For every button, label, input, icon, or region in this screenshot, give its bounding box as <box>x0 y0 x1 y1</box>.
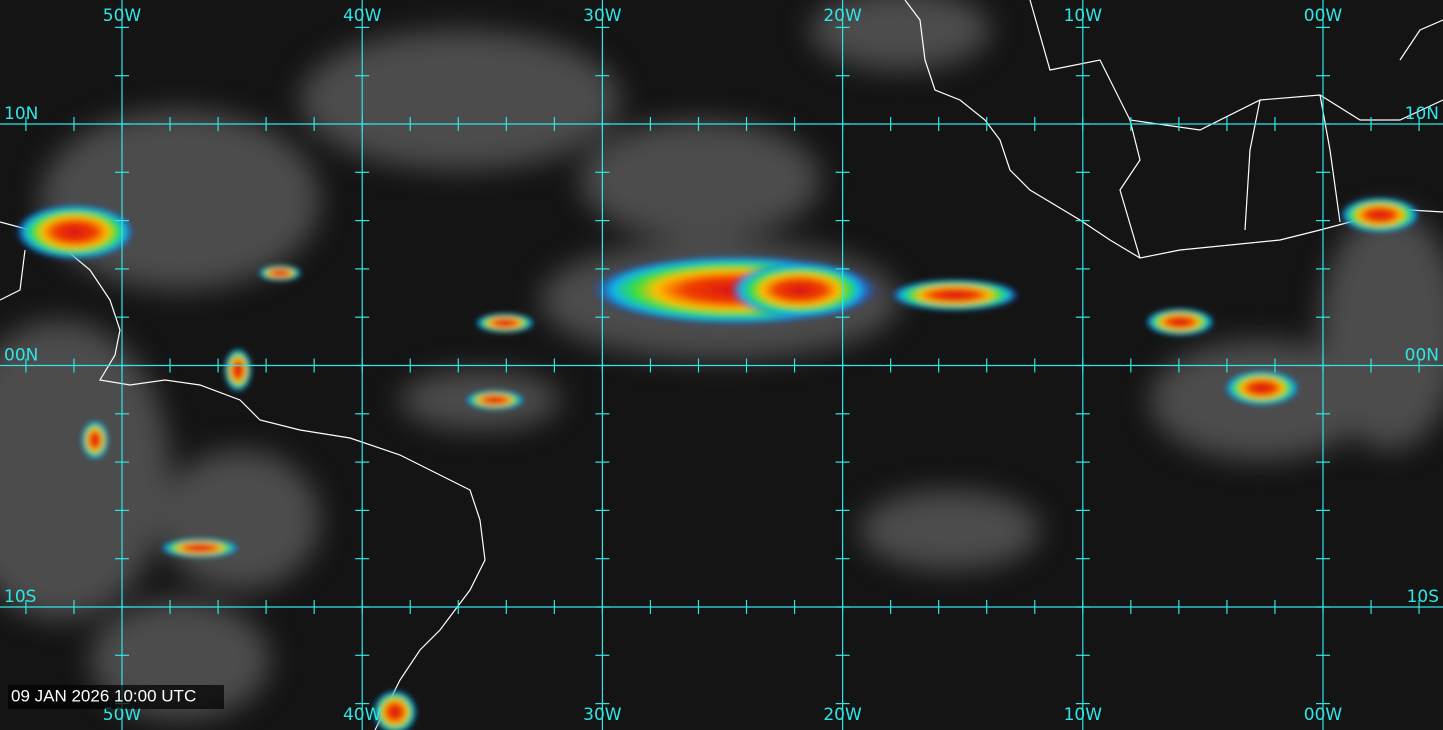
timestamp-box <box>8 685 224 709</box>
lon-label-bottom: 20W <box>823 705 862 725</box>
lat-label-right: 00N <box>1405 346 1439 366</box>
lon-label-bottom: 10W <box>1064 705 1103 725</box>
lon-label-bottom: 50W <box>103 705 142 725</box>
lat-label-left: 00N <box>4 346 38 366</box>
convective-clouds <box>15 197 1420 730</box>
lon-label-bottom: 40W <box>343 705 382 725</box>
grid-labels: 50W 50W 40W 40W 30W 30W 20W 20W 10W 10W 00W 00W 10N 1… <box>4 6 1439 725</box>
lon-label-top: 00W <box>1304 6 1343 26</box>
lon-label-top: 30W <box>583 6 622 26</box>
lat-label-left: 10S <box>4 587 36 607</box>
lon-label-top: 20W <box>823 6 862 26</box>
lon-label-top: 10W <box>1064 6 1103 26</box>
lon-label-top: 50W <box>103 6 142 26</box>
lon-label-bottom: 00W <box>1304 705 1343 725</box>
lon-label-bottom: 30W <box>583 705 622 725</box>
lat-label-left: 10N <box>4 104 38 124</box>
lon-label-top: 40W <box>343 6 382 26</box>
timestamp: 09 JAN 2026 10:00 UTC <box>11 686 196 705</box>
lat-label-right: 10S <box>1407 587 1439 607</box>
lat-label-right: 10N <box>1405 104 1439 124</box>
